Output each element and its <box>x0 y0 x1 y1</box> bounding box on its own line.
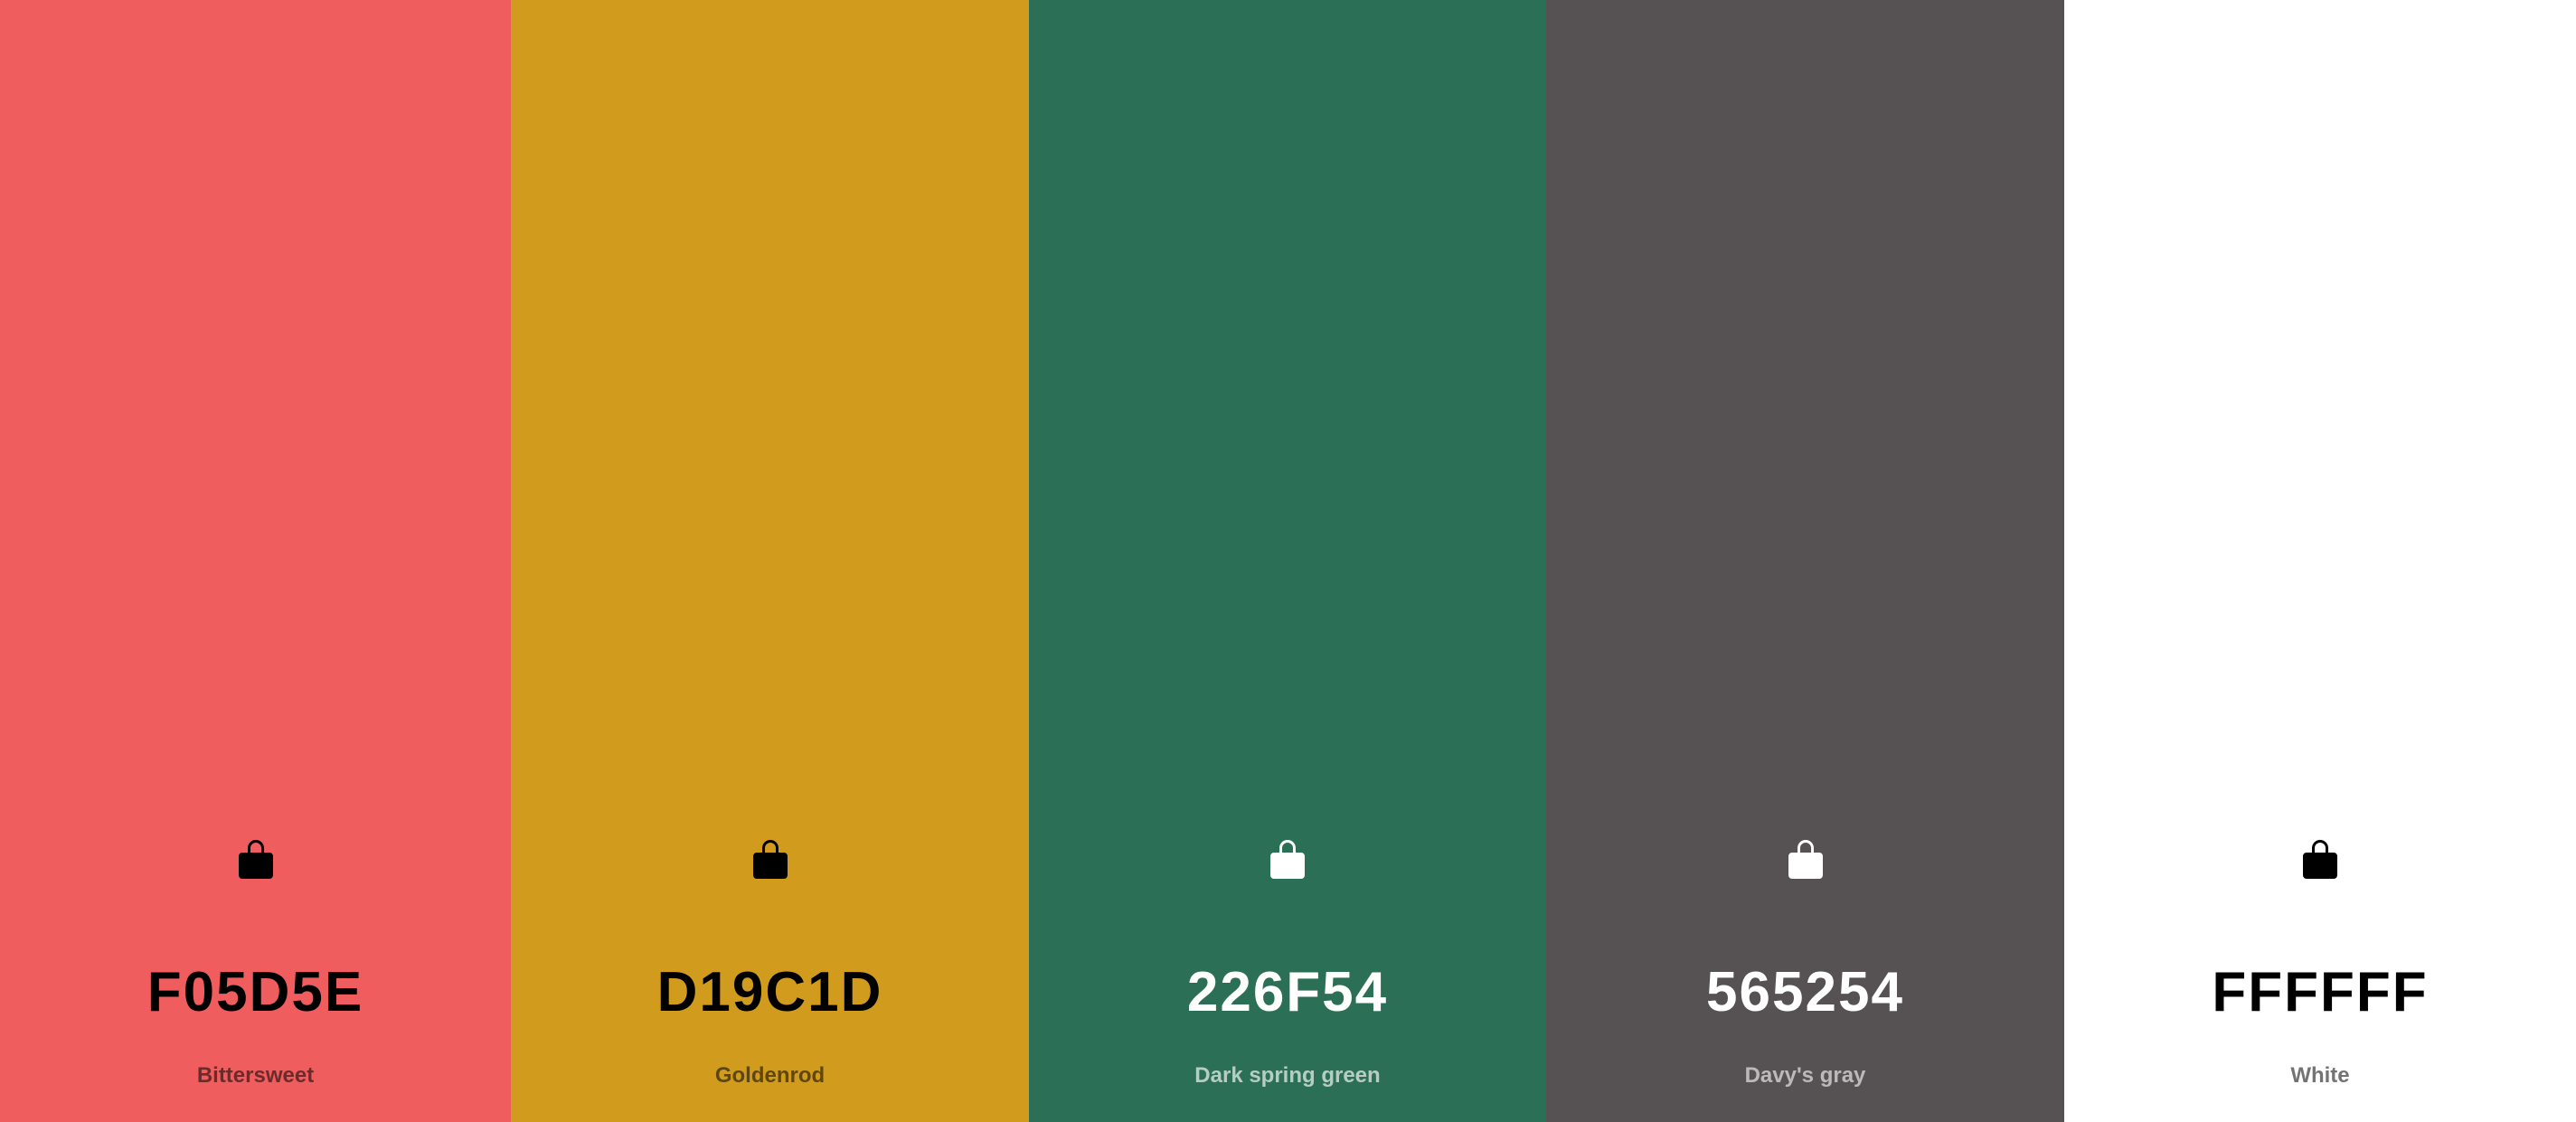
lock-icon[interactable] <box>1270 837 1305 879</box>
color-name[interactable]: White <box>2290 1063 2350 1088</box>
color-swatch-davys-gray[interactable]: 565254 Davy's gray <box>1546 0 2064 1122</box>
color-name[interactable]: Goldenrod <box>714 1063 826 1088</box>
lock-icon[interactable] <box>2303 837 2337 879</box>
color-swatch-white[interactable]: FFFFFF White <box>2064 0 2576 1122</box>
hex-code[interactable]: 226F54 <box>1186 961 1389 1023</box>
hex-code[interactable]: D19C1D <box>656 961 883 1023</box>
hex-code[interactable]: F05D5E <box>146 961 364 1023</box>
color-swatch-bittersweet[interactable]: F05D5E Bittersweet <box>0 0 511 1122</box>
color-name[interactable]: Bittersweet <box>196 1063 315 1088</box>
color-name[interactable]: Davy's gray <box>1744 1063 1866 1088</box>
lock-icon[interactable] <box>238 837 273 879</box>
color-swatch-dark-spring-green[interactable]: 226F54 Dark spring green <box>1029 0 1546 1122</box>
lock-icon[interactable] <box>1788 837 1823 879</box>
color-name[interactable]: Dark spring green <box>1194 1063 1381 1088</box>
lock-icon[interactable] <box>752 837 788 879</box>
color-swatch-goldenrod[interactable]: D19C1D Goldenrod <box>511 0 1029 1122</box>
hex-code[interactable]: 565254 <box>1706 961 1904 1023</box>
hex-code[interactable]: FFFFFF <box>2212 961 2429 1023</box>
